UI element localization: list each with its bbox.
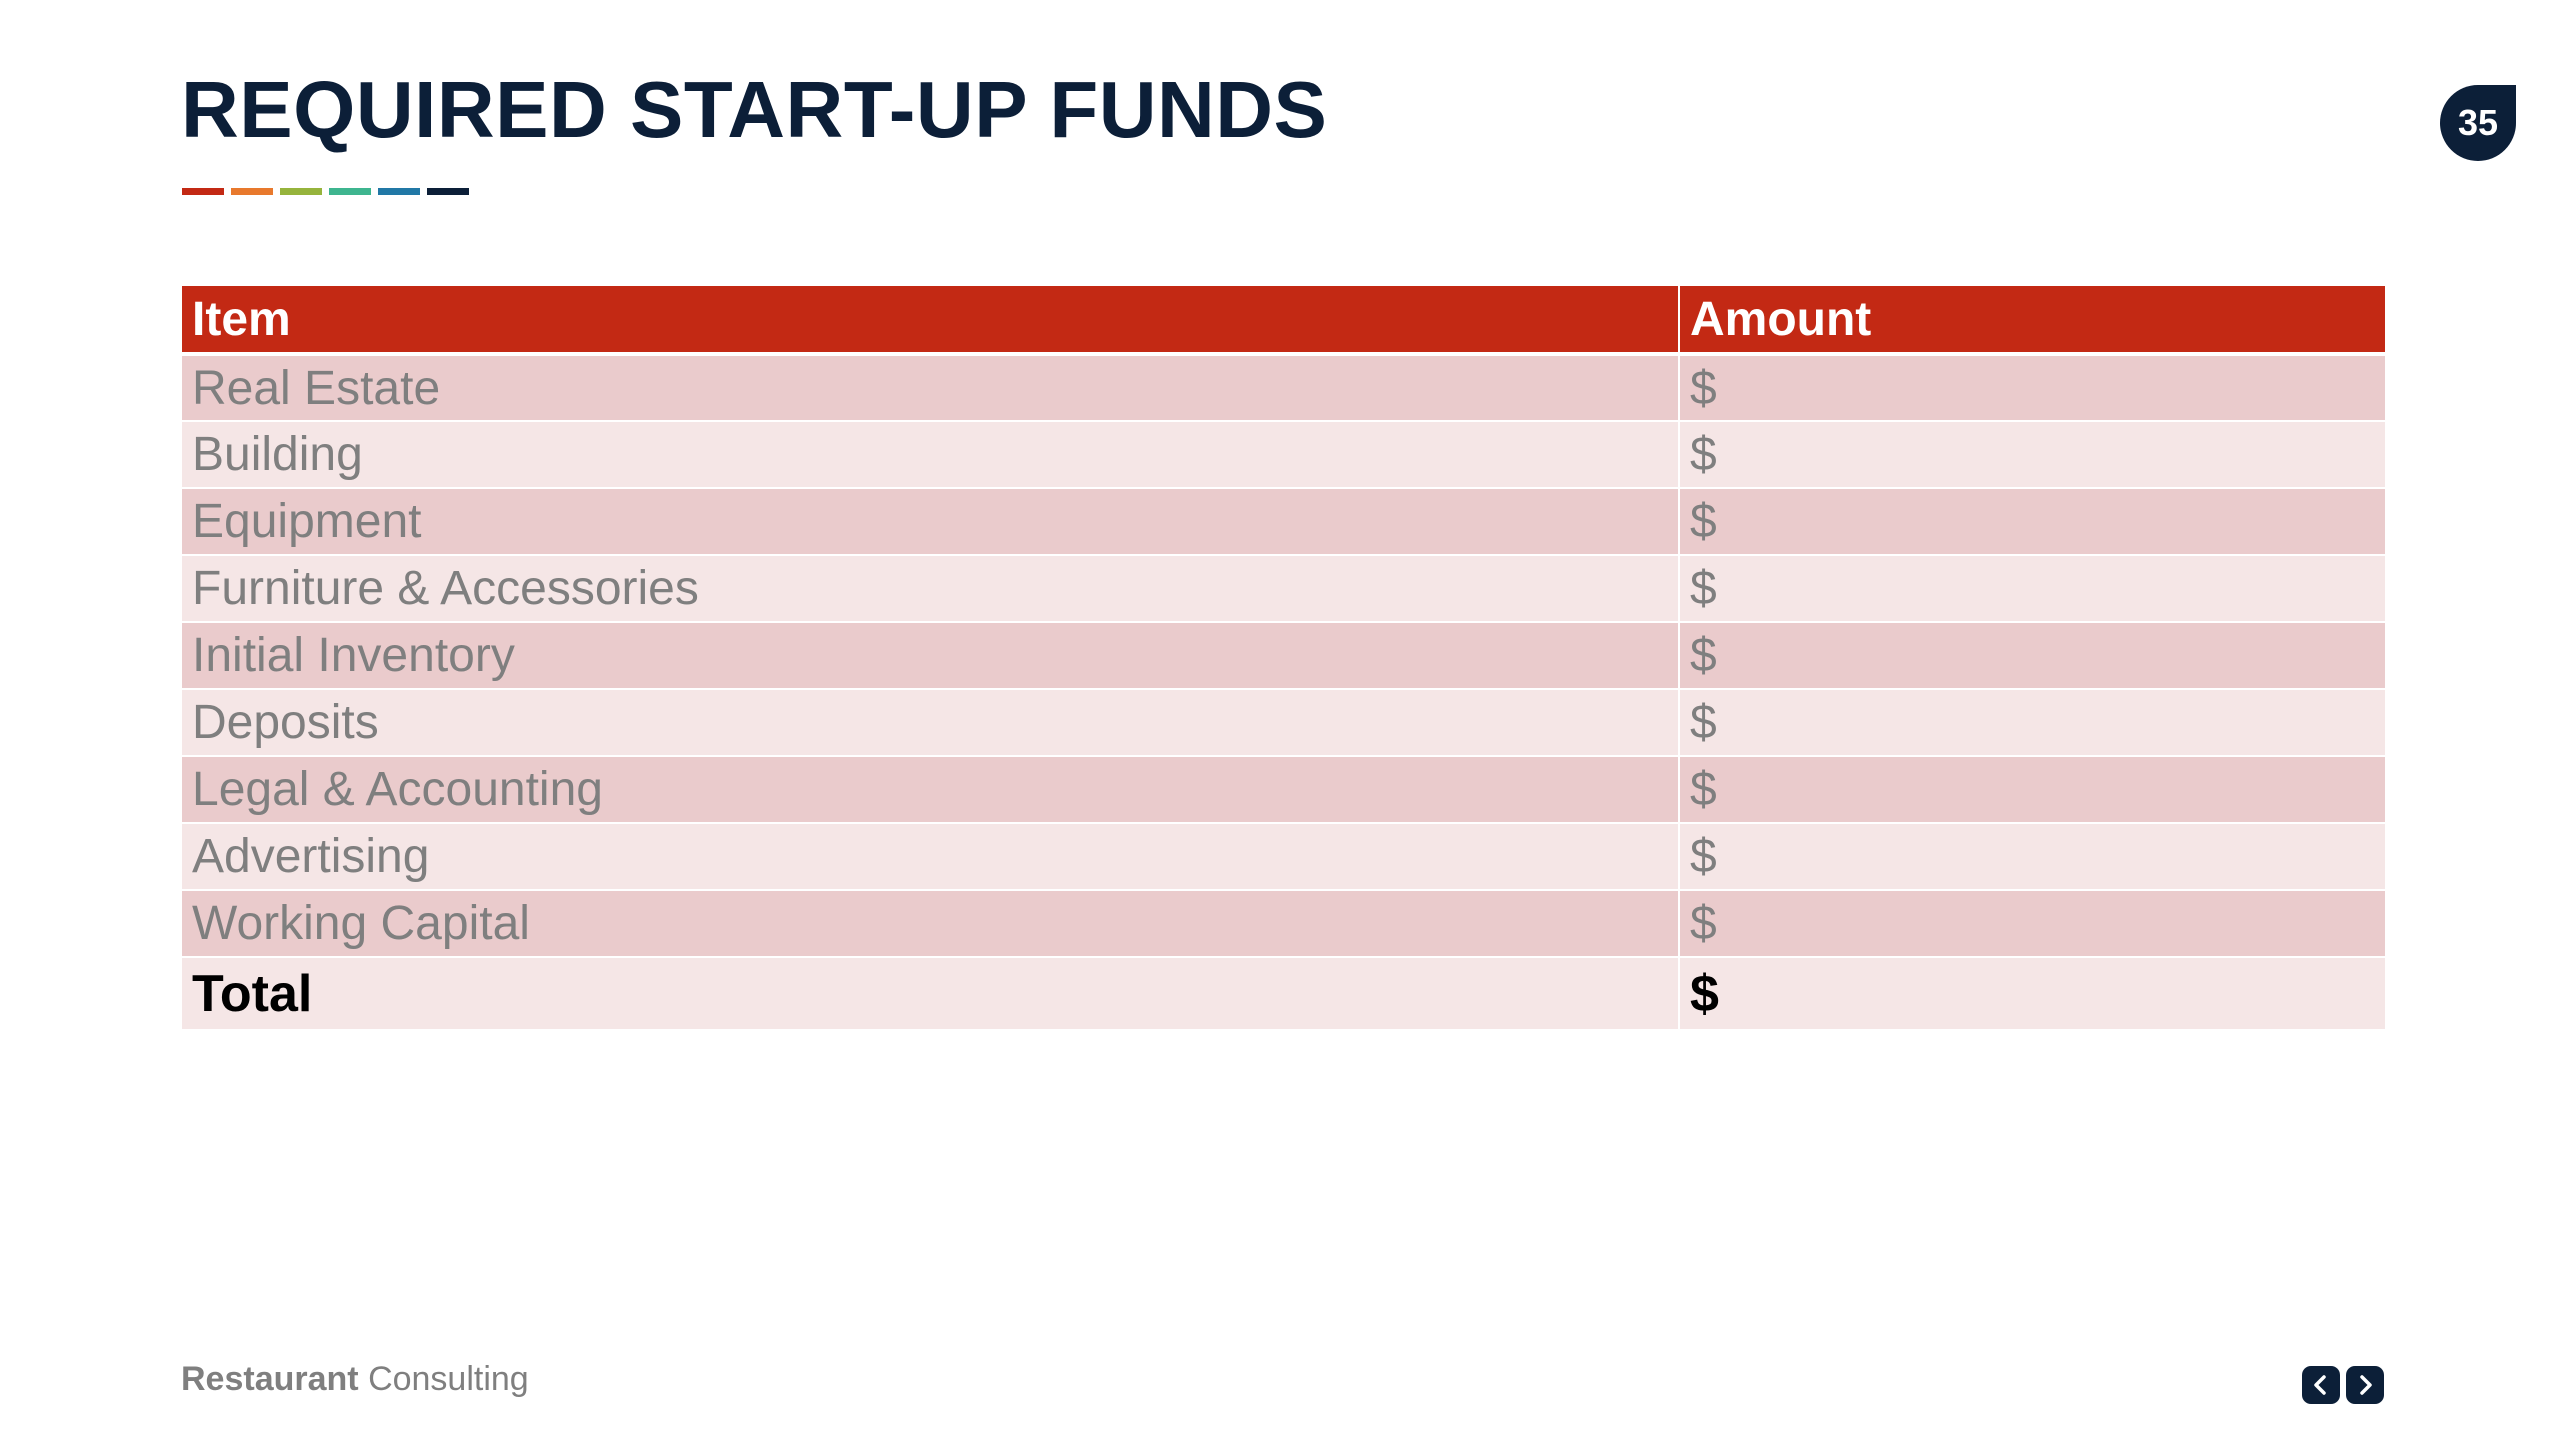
table-header-row: Item Amount <box>182 286 2385 356</box>
table-row: Real Estate $ <box>182 354 2385 422</box>
next-slide-button[interactable] <box>2346 1366 2384 1404</box>
slide-title: REQUIRED START-UP FUNDS <box>181 65 1328 154</box>
table-row: Legal & Accounting $ <box>182 756 2385 824</box>
table-row: Furniture & Accessories $ <box>182 555 2385 623</box>
amount-cell: $ <box>1679 622 2385 690</box>
item-cell: Working Capital <box>182 890 1680 958</box>
chevron-left-icon <box>2314 1375 2326 1395</box>
previous-slide-button[interactable] <box>2302 1366 2340 1404</box>
amount-cell: $ <box>1679 756 2385 824</box>
amount-cell: $ <box>1679 488 2385 556</box>
amount-cell: $ <box>1679 823 2385 891</box>
item-cell: Legal & Accounting <box>182 756 1680 824</box>
item-cell: Equipment <box>182 488 1680 556</box>
startup-funds-table: Item Amount Real Estate $ Building $ Equ… <box>182 286 2385 1031</box>
table-row: Initial Inventory $ <box>182 622 2385 690</box>
accent-segment <box>280 188 322 195</box>
title-accent-bar <box>182 188 469 195</box>
amount-cell: $ <box>1679 555 2385 623</box>
accent-segment <box>182 188 224 195</box>
accent-segment <box>427 188 469 195</box>
slide-navigation <box>2302 1366 2384 1404</box>
page-number-badge: 35 <box>2440 85 2516 161</box>
amount-cell: $ <box>1679 354 2385 422</box>
item-cell: Real Estate <box>182 354 1680 422</box>
footer-brand-regular: Consulting <box>368 1360 529 1398</box>
total-amount-cell: $ <box>1679 957 2385 1031</box>
table-row: Deposits $ <box>182 689 2385 757</box>
column-header-item: Item <box>182 286 1680 356</box>
accent-segment <box>329 188 371 195</box>
amount-cell: $ <box>1679 890 2385 958</box>
item-cell: Building <box>182 421 1680 489</box>
table-row: Building $ <box>182 421 2385 489</box>
footer-brand-bold: Restaurant <box>181 1360 359 1398</box>
footer-brand: Restaurant Consulting <box>181 1360 529 1399</box>
amount-cell: $ <box>1679 689 2385 757</box>
item-cell: Furniture & Accessories <box>182 555 1680 623</box>
accent-segment <box>231 188 273 195</box>
accent-segment <box>378 188 420 195</box>
column-header-amount: Amount <box>1679 286 2385 356</box>
table-row: Equipment $ <box>182 488 2385 556</box>
total-row: Total $ <box>182 957 2385 1031</box>
table-row: Working Capital $ <box>182 890 2385 958</box>
item-cell: Initial Inventory <box>182 622 1680 690</box>
total-label-cell: Total <box>182 957 1680 1031</box>
amount-cell: $ <box>1679 421 2385 489</box>
chevron-right-icon <box>2360 1375 2372 1395</box>
table-row: Advertising $ <box>182 823 2385 891</box>
item-cell: Advertising <box>182 823 1680 891</box>
item-cell: Deposits <box>182 689 1680 757</box>
